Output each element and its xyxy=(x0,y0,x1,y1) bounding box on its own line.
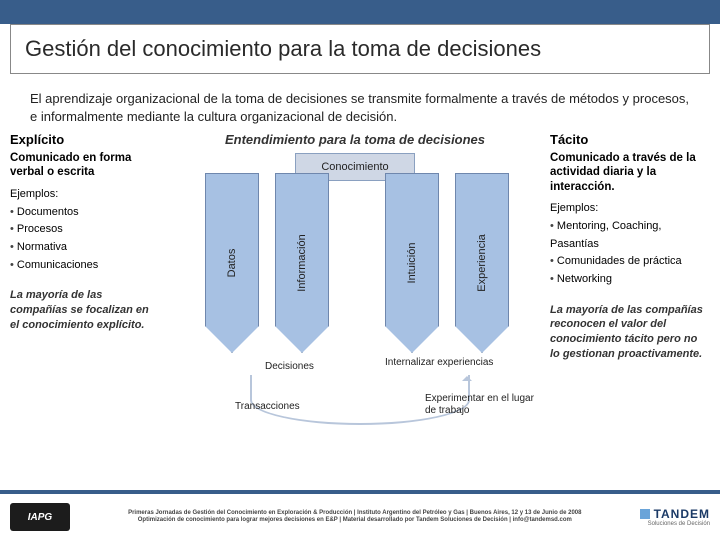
chevron-experiencia: Experiencia xyxy=(455,173,509,353)
subtitle-text: El aprendizaje organizacional de la toma… xyxy=(30,90,690,125)
chevron-intuicion: Intuición xyxy=(385,173,439,353)
tacit-column: Tácito Comunicado a través de la activid… xyxy=(550,132,710,480)
label-experimentar: Experimentar en el lugar de trabajo xyxy=(425,393,535,417)
tacit-examples-list: Mentoring, Coaching, Pasantías Comunidad… xyxy=(550,218,710,288)
knowledge-badge-label: Conocimiento xyxy=(321,161,388,173)
explicit-note: La mayoría de las compañías se focalizan… xyxy=(10,288,160,333)
diagram-area: Explícito Comunicado en forma verbal o e… xyxy=(10,132,710,480)
label-transacciones: Transacciones xyxy=(235,401,300,412)
center-heading: Entendimiento para la toma de decisiones xyxy=(165,132,545,147)
explicit-sub: Comunicado en forma verbal o escrita xyxy=(10,151,160,180)
page-title: Gestión del conocimiento para la toma de… xyxy=(25,36,541,62)
list-item: Procesos xyxy=(10,221,160,239)
footer-line1: Primeras Jornadas de Gestión del Conocim… xyxy=(78,510,632,517)
chevron-datos: Datos xyxy=(205,173,259,353)
chevron-label: Datos xyxy=(226,249,238,278)
explicit-column: Explícito Comunicado en forma verbal o e… xyxy=(10,132,160,480)
tandem-icon xyxy=(640,509,650,519)
label-internalizar: Internalizar experiencias xyxy=(385,357,495,369)
explicit-examples-list: Documentos Procesos Normativa Comunicaci… xyxy=(10,204,160,274)
tandem-logo-text: TANDEM xyxy=(654,507,710,521)
footer-text: Primeras Jornadas de Gestión del Conocim… xyxy=(70,510,640,524)
chevron-label: Información xyxy=(296,234,308,291)
list-item: Documentos xyxy=(10,204,160,222)
list-item: Comunidades de práctica xyxy=(550,253,710,271)
tandem-sub: Soluciones de Decisión xyxy=(640,521,710,527)
chevron-informacion: Información xyxy=(275,173,329,353)
list-item: Normativa xyxy=(10,239,160,257)
explicit-heading: Explícito xyxy=(10,132,160,147)
footer: IAPG Primeras Jornadas de Gestión del Co… xyxy=(0,490,720,540)
tacit-sub: Comunicado a través de la actividad diar… xyxy=(550,151,710,194)
list-item: Mentoring, Coaching, Pasantías xyxy=(550,218,710,253)
stage: Conocimiento Datos Información Intuición… xyxy=(165,153,545,413)
center-column: Entendimiento para la toma de decisiones… xyxy=(165,132,545,480)
tandem-logo: TANDEM Soluciones de Decisión xyxy=(640,507,710,527)
tacit-examples-label: Ejemplos: xyxy=(550,202,710,214)
list-item: Comunicaciones xyxy=(10,257,160,275)
footer-line2: Optimización de conocimiento para lograr… xyxy=(78,517,632,524)
tacit-heading: Tácito xyxy=(550,132,710,147)
list-item: Networking xyxy=(550,271,710,289)
iapg-logo: IAPG xyxy=(10,503,70,531)
chevron-label: Experiencia xyxy=(476,234,488,291)
tacit-note: La mayoría de las compañías reconocen el… xyxy=(550,303,710,362)
label-decisiones: Decisiones xyxy=(265,361,375,373)
title-container: Gestión del conocimiento para la toma de… xyxy=(10,24,710,74)
explicit-examples-label: Ejemplos: xyxy=(10,188,160,200)
chevron-label: Intuición xyxy=(406,243,418,284)
top-bar xyxy=(0,0,720,24)
